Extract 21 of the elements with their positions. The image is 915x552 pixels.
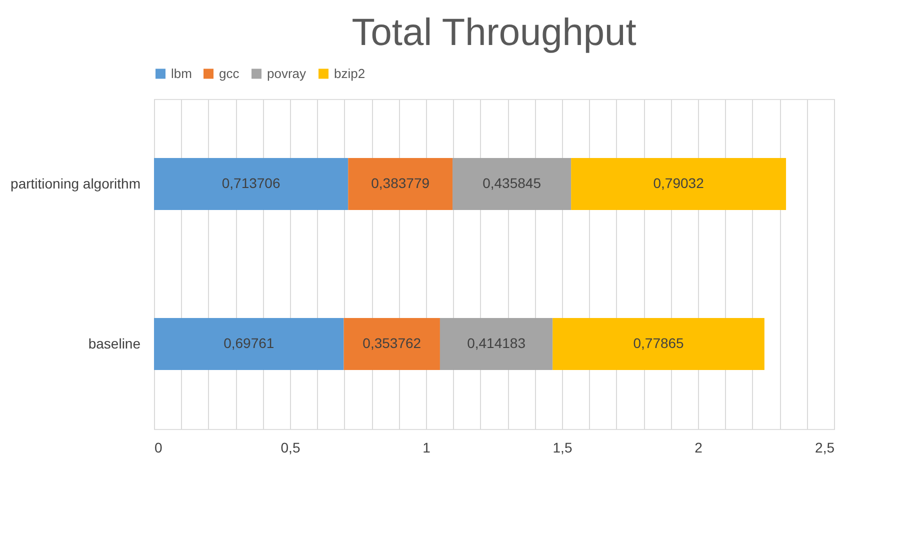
- data-label: 0,383779: [371, 175, 430, 191]
- y-tick-label: baseline: [88, 336, 141, 352]
- x-tick-label: 2,5: [815, 440, 835, 456]
- data-label: 0,435845: [482, 175, 542, 191]
- x-tick-label: 1,5: [552, 440, 572, 456]
- legend-label: lbm: [171, 66, 192, 81]
- legend-label: bzip2: [334, 66, 366, 81]
- chart-title: Total Throughput: [352, 12, 637, 54]
- data-label: 0,77865: [633, 335, 684, 351]
- y-tick-label: partitioning algorithm: [10, 176, 140, 192]
- data-label: 0,353762: [362, 335, 422, 351]
- x-tick-label: 0,5: [280, 440, 300, 456]
- data-label: 0,414183: [467, 335, 526, 351]
- x-tick-label: 2: [694, 440, 703, 456]
- data-label: 0,79032: [653, 175, 704, 191]
- data-label: 0,69761: [224, 335, 274, 351]
- legend-label: povray: [267, 66, 307, 81]
- x-tick-label: 1: [422, 440, 431, 456]
- x-tick-label: 0: [154, 440, 162, 456]
- data-label: 0,713706: [222, 175, 280, 191]
- legend-label: gcc: [219, 66, 240, 81]
